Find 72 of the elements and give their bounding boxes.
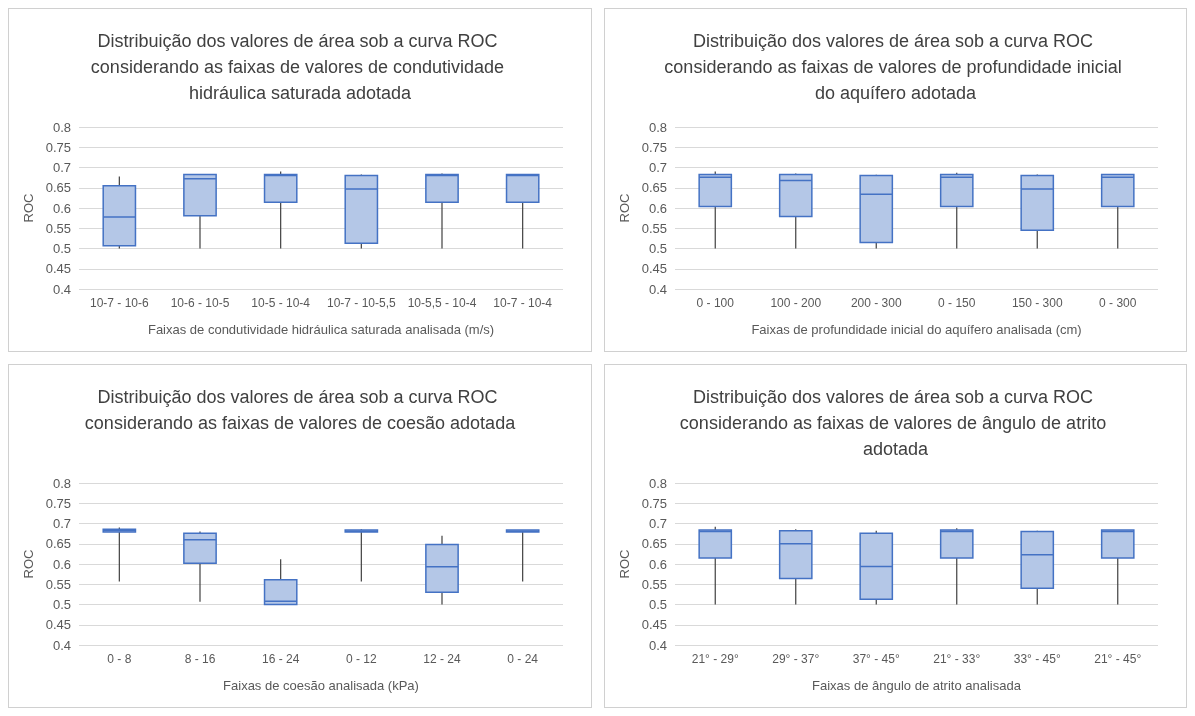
x-tick-label: 8 - 16 bbox=[184, 652, 216, 666]
x-axis-title: Faixas de profundidade inicial do aquífero analisada (cm) bbox=[751, 322, 1082, 337]
x-tick-label: 150 - 300 bbox=[1011, 296, 1063, 310]
y-tick-label: 0.6 bbox=[648, 200, 667, 216]
x-tick-label: 200 - 300 bbox=[850, 296, 902, 310]
x-axis-title: Faixas de condutividade hidráulica saturada analisada (m/s) bbox=[147, 322, 495, 337]
y-tick-label: 0.8 bbox=[52, 119, 71, 135]
y-tick-label: 0.6 bbox=[52, 200, 71, 216]
x-tick-label: 33° - 45° bbox=[1013, 652, 1061, 666]
y-tick-label: 0.5 bbox=[648, 597, 667, 612]
y-tick-label: 0.55 bbox=[45, 220, 71, 236]
y-tick-label: 0.8 bbox=[52, 475, 71, 491]
x-tick-label: 10-7 - 10-4 bbox=[493, 296, 553, 310]
x-tick-label: 100 - 200 bbox=[770, 296, 822, 310]
x-tick-label: 12 - 24 bbox=[423, 652, 462, 666]
y-tick-label: 0.8 bbox=[648, 475, 667, 491]
y-tick-label: 0.45 bbox=[45, 261, 71, 277]
y-axis-title: ROC bbox=[20, 549, 36, 579]
y-tick-label: 0.6 bbox=[648, 556, 667, 572]
x-tick-label: 0 - 8 bbox=[107, 652, 132, 666]
y-tick-label: 0.65 bbox=[641, 180, 667, 196]
y-tick-label: 0.4 bbox=[648, 281, 667, 297]
x-tick-label: 10-7 - 10-6 bbox=[89, 296, 150, 310]
y-axis-title: ROC bbox=[20, 193, 36, 223]
x-tick-label: 21° - 45° bbox=[1094, 652, 1142, 666]
x-tick-label: 37° - 45° bbox=[852, 652, 900, 666]
y-tick-label: 0.7 bbox=[52, 516, 71, 531]
x-tick-label: 0 - 12 bbox=[345, 652, 377, 666]
y-tick-label: 0.45 bbox=[641, 261, 667, 277]
x-tick-label: 10-7 - 10-5,5 bbox=[326, 296, 397, 310]
chart-title: Distribuição dos valores de área sob a curva ROC considerando as faixas de valores de profundidade inicial do aquífero adotada bbox=[664, 31, 1127, 103]
y-tick-label: 0.75 bbox=[641, 495, 667, 511]
y-tick-label: 0.65 bbox=[641, 536, 667, 552]
y-tick-label: 0.65 bbox=[45, 536, 71, 552]
y-tick-label: 0.5 bbox=[52, 241, 71, 256]
x-axis-title: Faixas de ângulo de atrito analisada bbox=[812, 678, 1022, 693]
y-tick-label: 0.8 bbox=[648, 119, 667, 135]
y-axis-title: ROC bbox=[616, 549, 632, 579]
y-tick-label: 0.75 bbox=[45, 495, 71, 511]
y-tick-label: 0.75 bbox=[641, 139, 667, 155]
y-tick-label: 0.7 bbox=[648, 516, 667, 531]
x-tick-label: 0 - 300 bbox=[1099, 296, 1137, 310]
y-tick-label: 0.6 bbox=[52, 556, 71, 572]
x-tick-label: 16 - 24 bbox=[261, 652, 300, 666]
x-tick-label: 10-5,5 - 10-4 bbox=[407, 296, 477, 310]
y-tick-label: 0.75 bbox=[45, 139, 71, 155]
x-tick-label: 0 - 150 bbox=[938, 296, 976, 310]
x-tick-label: 0 - 24 bbox=[507, 652, 539, 666]
x-axis-title: Faixas de coesão analisada (kPa) bbox=[223, 678, 419, 693]
y-tick-label: 0.45 bbox=[45, 617, 71, 633]
x-tick-label: 10-5 - 10-4 bbox=[251, 296, 311, 310]
y-tick-label: 0.7 bbox=[52, 160, 71, 175]
chart-title: Distribuição dos valores de área sob a curva ROC considerando as faixas de valores de condutividade hidráulica saturada adotada bbox=[90, 31, 510, 103]
y-tick-label: 0.5 bbox=[648, 241, 667, 256]
y-tick-label: 0.4 bbox=[52, 281, 71, 297]
y-tick-label: 0.65 bbox=[45, 180, 71, 196]
x-tick-label: 21° - 29° bbox=[691, 652, 739, 666]
y-tick-label: 0.4 bbox=[648, 637, 667, 653]
y-axis-title: ROC bbox=[616, 193, 632, 223]
y-tick-label: 0.55 bbox=[641, 220, 667, 236]
x-tick-label: 29° - 37° bbox=[772, 652, 820, 666]
y-tick-label: 0.4 bbox=[52, 637, 71, 653]
x-tick-label: 0 - 100 bbox=[696, 296, 735, 310]
y-tick-label: 0.55 bbox=[45, 576, 71, 592]
y-tick-label: 0.7 bbox=[648, 160, 667, 175]
x-tick-label: 21° - 33° bbox=[933, 652, 981, 666]
y-tick-label: 0.45 bbox=[641, 617, 667, 633]
y-tick-label: 0.5 bbox=[52, 597, 71, 612]
chart-title: Distribuição dos valores de área sob a curva ROC considerando as faixas de valores de coesão adotada bbox=[84, 387, 517, 433]
x-tick-label: 10-6 - 10-5 bbox=[170, 296, 230, 310]
y-tick-label: 0.55 bbox=[641, 576, 667, 592]
chart-title: Distribuição dos valores de área sob a curva ROC considerando as faixas de valores de ângulo de atrito adotada bbox=[679, 387, 1112, 459]
